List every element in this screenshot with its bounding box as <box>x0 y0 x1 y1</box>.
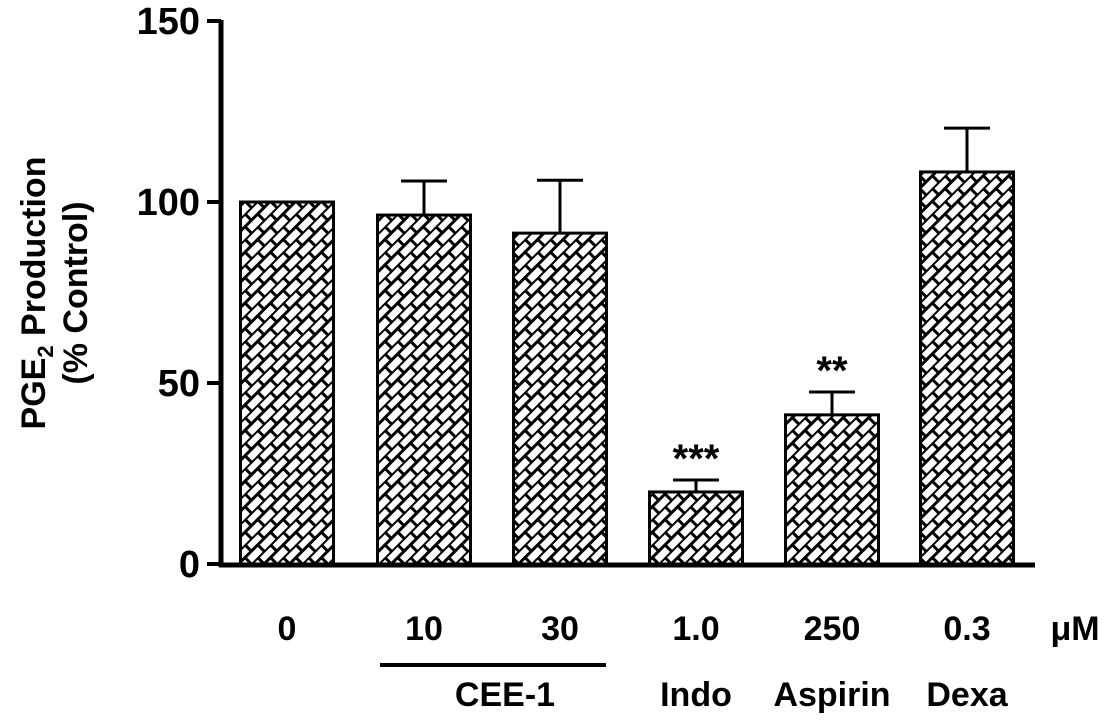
y-ticks: 0 50 100 150 <box>137 1 221 586</box>
y-tick-label: 0 <box>179 544 200 586</box>
bar <box>919 170 1015 566</box>
y-axis-label-line1: PGE2 Production <box>15 157 58 430</box>
x-tick-label: 250 <box>804 610 861 648</box>
x-tick-labels: 0 10 30 1.0 250 0.3 <box>278 610 991 648</box>
x-tick-label: 1.0 <box>672 610 719 648</box>
x-tick-label: 0.3 <box>943 610 990 648</box>
x-tick-label: 0 <box>278 610 297 648</box>
significance-label: *** <box>673 437 720 481</box>
y-axis-label-line2: (% Control) <box>57 201 95 384</box>
group-label: Indo <box>660 676 732 714</box>
y-tick-label: 100 <box>137 182 200 224</box>
bar <box>512 231 608 566</box>
y-tick-label: 50 <box>158 363 200 405</box>
x-tick-label: 30 <box>541 610 579 648</box>
group-label: CEE-1 <box>455 676 555 714</box>
bar <box>784 413 880 566</box>
bar <box>239 200 335 566</box>
y-tick-label: 150 <box>137 1 200 43</box>
unit-label: μM <box>1050 610 1099 648</box>
bar <box>648 490 744 566</box>
y-axis-label: PGE2 Production (% Control) <box>15 157 95 430</box>
group-labels: CEE-1 Indo Aspirin Dexa <box>455 676 1009 714</box>
bars-group: ***** <box>239 126 1015 566</box>
group-label: Aspirin <box>773 676 890 714</box>
x-tick-label: 10 <box>405 610 443 648</box>
group-label: Dexa <box>926 676 1008 714</box>
significance-label: ** <box>816 349 848 393</box>
bar <box>376 213 472 566</box>
